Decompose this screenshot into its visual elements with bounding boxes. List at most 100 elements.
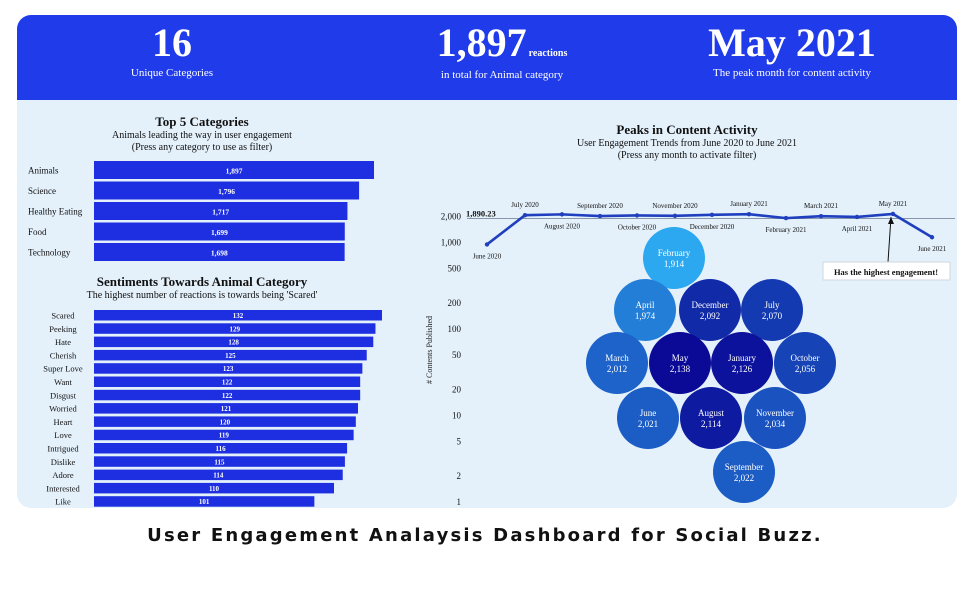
sentiment-bar-12[interactable] xyxy=(94,469,343,481)
month-label: April 2021 xyxy=(842,225,873,233)
bubble-september[interactable] xyxy=(713,441,775,503)
sentiment-bar-10[interactable] xyxy=(94,443,348,454)
trend-point-1[interactable] xyxy=(522,212,528,218)
trend-point-7[interactable] xyxy=(746,211,752,217)
kpi-reactions-unit: reactions xyxy=(528,48,568,59)
category-label: Healthy Eating xyxy=(28,207,83,217)
bubble-value-label: 1,974 xyxy=(635,311,656,321)
trend-point-12[interactable] xyxy=(929,235,935,240)
sentiment-bar-value: 121 xyxy=(221,405,232,413)
bubble-month-label: October xyxy=(791,353,820,363)
top-categories-title: Top 5 Categories xyxy=(155,114,249,129)
sentiments-header: Sentiments Towards Animal Category The h… xyxy=(57,274,347,302)
bubble-value-label: 2,138 xyxy=(670,364,691,374)
month-label: June 2020 xyxy=(473,252,502,260)
kpi-peak-month: May 2021 The peak month for content acti… xyxy=(677,20,907,80)
annotation-text: Has the highest engagement! xyxy=(834,267,938,277)
bubble-march[interactable] xyxy=(586,332,648,394)
kpi-unique-categories: 16 Unique Categories xyxy=(97,20,247,80)
trend-point-10[interactable] xyxy=(854,214,860,220)
sentiment-bar-value: 123 xyxy=(223,365,234,373)
sentiment-bar-7[interactable] xyxy=(94,403,358,414)
bubble-december[interactable] xyxy=(679,279,741,341)
trend-point-3[interactable] xyxy=(597,213,603,219)
month-label: January 2021 xyxy=(730,200,768,208)
sentiment-bar-value: 116 xyxy=(215,445,226,453)
trend-point-8[interactable] xyxy=(783,215,789,221)
bubble-value-label: 2,022 xyxy=(734,473,754,483)
bubble-november[interactable] xyxy=(744,387,806,449)
y-tick-label: 2 xyxy=(457,471,462,481)
bubble-month-label: January xyxy=(728,353,756,363)
sentiment-bar-value: 119 xyxy=(219,432,230,440)
sentiment-bar-11[interactable] xyxy=(94,456,345,467)
sentiment-bar-4[interactable] xyxy=(94,363,363,374)
sentiment-bar-0[interactable] xyxy=(94,310,382,321)
trend-point-4[interactable] xyxy=(634,213,640,218)
bubble-june[interactable] xyxy=(617,387,679,449)
trend-point-5[interactable] xyxy=(672,213,678,219)
sentiment-bar-value: 122 xyxy=(222,379,233,387)
sentiment-bar-6[interactable] xyxy=(94,389,361,401)
kpi-reactions-label: in total for Animal category xyxy=(440,69,564,81)
y-tick-label: 50 xyxy=(452,350,462,360)
trend-point-9[interactable] xyxy=(818,214,824,219)
dashboard-caption: User Engagement Analaysis Dashboard for … xyxy=(147,525,823,546)
category-bar-1[interactable] xyxy=(94,181,360,200)
sentiment-bar-value: 125 xyxy=(225,352,236,360)
bubble-month-label: June xyxy=(640,408,657,418)
month-label: May 2021 xyxy=(879,200,908,208)
month-label: June 2021 xyxy=(918,245,947,253)
month-label: February 2021 xyxy=(765,226,807,234)
sentiment-bar-9[interactable] xyxy=(94,429,354,441)
category-bar-3[interactable] xyxy=(94,222,345,241)
sentiment-bar-2[interactable] xyxy=(94,336,374,348)
bubble-october[interactable] xyxy=(774,332,836,394)
category-bar-value: 1,897 xyxy=(226,167,243,176)
top-categories-header: Top 5 Categories Animals leading the way… xyxy=(57,114,347,154)
sentiment-label: Super Love xyxy=(43,364,83,374)
sentiment-label: Like xyxy=(55,497,71,507)
sentiment-bar-value: 115 xyxy=(214,458,225,466)
sentiments-subtitle: The highest number of reactions is towar… xyxy=(86,290,318,301)
category-bar-4[interactable] xyxy=(94,243,345,261)
bubble-may[interactable] xyxy=(649,332,711,394)
sentiment-bar-14[interactable] xyxy=(94,496,315,507)
kpi-peak-value: May 2021 xyxy=(708,20,876,65)
month-label: March 2021 xyxy=(804,202,839,210)
bubble-april[interactable] xyxy=(614,279,676,341)
bubble-august[interactable] xyxy=(680,387,742,449)
bubble-january[interactable] xyxy=(711,332,773,394)
kpi-categories-value: 16 xyxy=(152,20,192,65)
y-tick-label: 5 xyxy=(457,437,462,447)
sentiments-title: Sentiments Towards Animal Category xyxy=(96,274,308,289)
sentiment-label: Dislike xyxy=(51,457,76,467)
trend-point-2[interactable] xyxy=(559,212,565,217)
sentiment-bar-8[interactable] xyxy=(94,416,356,427)
trend-point-6[interactable] xyxy=(709,212,715,217)
kpi-peak-label: The peak month for content activity xyxy=(713,67,871,79)
bubble-value-label: 2,126 xyxy=(732,364,753,374)
category-bar-value: 1,796 xyxy=(218,187,235,196)
sentiment-bar-1[interactable] xyxy=(94,323,376,334)
top-categories-hint: (Press any category to use as filter) xyxy=(131,142,273,153)
bubble-value-label: 1,914 xyxy=(664,259,685,269)
category-bar-0[interactable] xyxy=(94,161,374,179)
trend-point-11[interactable] xyxy=(890,211,896,217)
bubble-value-label: 2,021 xyxy=(638,419,658,429)
annotation-arrow xyxy=(887,216,892,263)
y-tick-label: 10 xyxy=(452,411,462,421)
trend-point-0[interactable] xyxy=(484,242,490,247)
month-label: November 2020 xyxy=(652,202,698,210)
peaks-subtitle: User Engagement Trends from June 2020 to… xyxy=(577,138,797,149)
bubble-february[interactable] xyxy=(643,227,705,289)
month-label: September 2020 xyxy=(577,202,623,210)
sentiment-bar-13[interactable] xyxy=(94,482,334,494)
sentiment-label: Worried xyxy=(49,404,77,414)
category-bar-2[interactable] xyxy=(94,202,348,220)
y-tick-label: 500 xyxy=(448,264,462,274)
sentiment-bar-3[interactable] xyxy=(94,349,367,361)
sentiment-bar-5[interactable] xyxy=(94,376,361,388)
bubble-july[interactable] xyxy=(741,279,803,341)
